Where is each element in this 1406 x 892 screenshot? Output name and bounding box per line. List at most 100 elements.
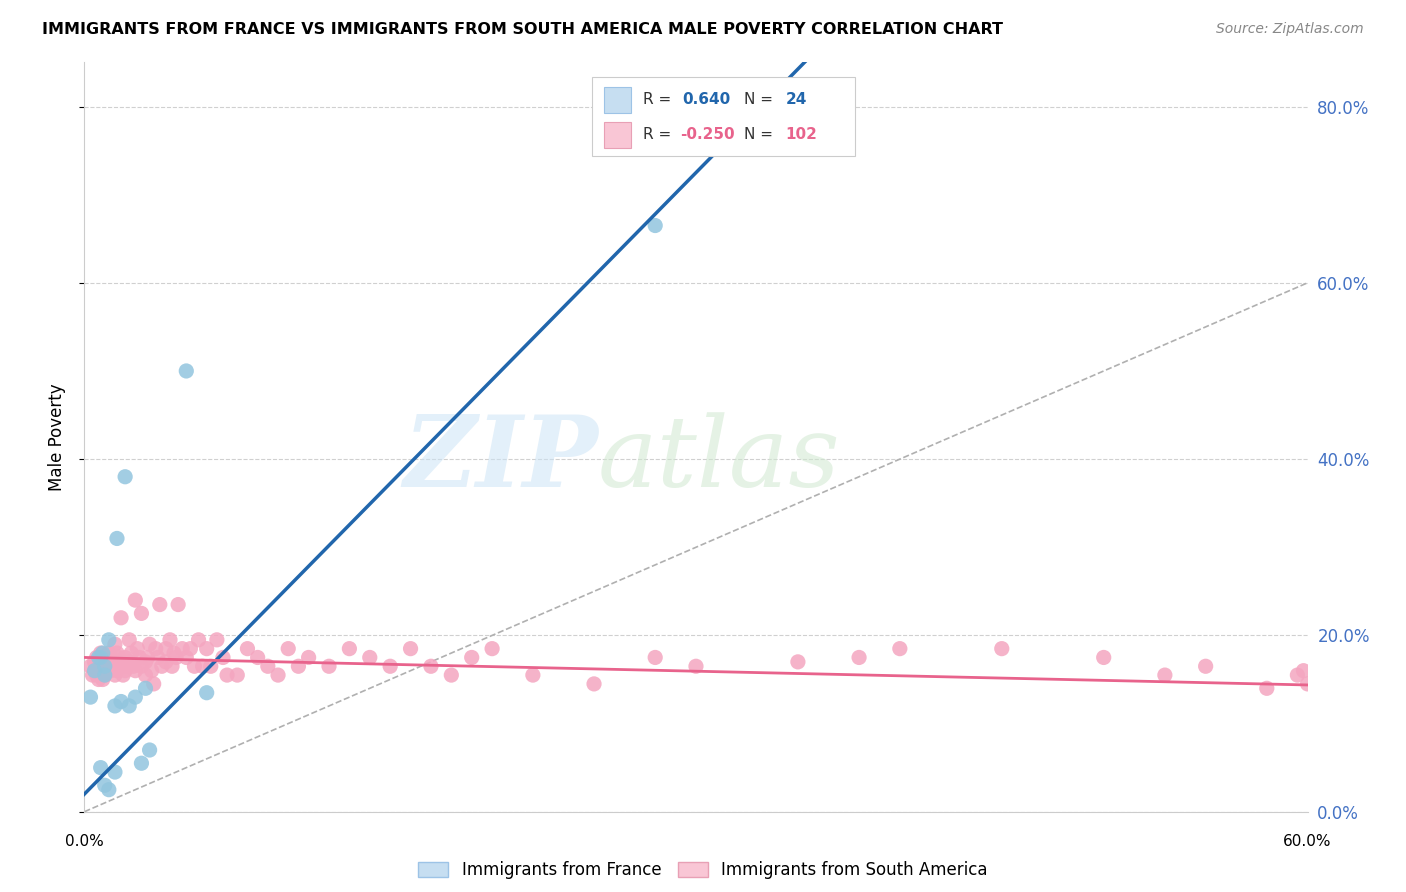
Point [120, 646, 142, 660]
Point [1256, 681, 1278, 696]
Point [172, 641, 194, 656]
Point [131, 756, 153, 771]
Point [82, 668, 104, 682]
Point [787, 655, 810, 669]
Legend: Immigrants from France, Immigrants from South America: Immigrants from France, Immigrants from … [418, 861, 988, 880]
Point [110, 611, 132, 625]
Text: -0.250: -0.250 [681, 127, 735, 142]
Point [128, 650, 150, 665]
Point [105, 646, 128, 660]
Point [155, 641, 177, 656]
Point [150, 659, 173, 673]
Point [79, 659, 101, 673]
Point [174, 364, 197, 378]
Text: N =: N = [744, 92, 778, 107]
Point [124, 593, 146, 607]
Point [991, 641, 1014, 656]
Point [359, 650, 381, 665]
Point [114, 650, 136, 665]
Point [135, 681, 157, 696]
Point [481, 641, 503, 656]
Point [146, 650, 169, 665]
Point [889, 641, 911, 656]
Text: 0.0%: 0.0% [65, 834, 104, 849]
Point [399, 641, 422, 656]
Point [179, 641, 201, 656]
Point [104, 637, 127, 651]
Text: R =: R = [644, 92, 676, 107]
Text: N =: N = [744, 127, 778, 142]
Point [97, 632, 120, 647]
Point [104, 668, 127, 682]
Point [236, 641, 259, 656]
Point [91, 673, 114, 687]
Point [167, 598, 190, 612]
Point [135, 655, 157, 669]
Point [118, 698, 141, 713]
Point [93, 655, 115, 669]
Point [79, 690, 101, 705]
Text: 0.640: 0.640 [682, 92, 731, 107]
Point [195, 641, 218, 656]
Text: ZIP: ZIP [404, 411, 598, 508]
Point [522, 668, 544, 682]
Point [127, 641, 149, 656]
Point [183, 659, 205, 673]
Point [135, 668, 157, 682]
Point [105, 664, 128, 678]
Point [100, 650, 122, 665]
Point [318, 659, 340, 673]
Point [87, 650, 110, 665]
Point [93, 659, 115, 673]
Point [105, 532, 128, 546]
Point [174, 650, 197, 665]
Point [138, 637, 160, 651]
Point [461, 650, 484, 665]
Point [339, 641, 361, 656]
Point [1286, 668, 1309, 682]
Point [110, 694, 132, 708]
Point [93, 668, 115, 682]
Point [83, 664, 105, 678]
Text: 24: 24 [786, 92, 807, 107]
Point [440, 668, 463, 682]
Point [96, 664, 118, 678]
Point [138, 743, 160, 757]
Point [195, 686, 218, 700]
Point [848, 650, 870, 665]
Text: atlas: atlas [598, 412, 841, 508]
Point [420, 659, 443, 673]
Point [159, 632, 181, 647]
Point [163, 646, 186, 660]
Text: 60.0%: 60.0% [1284, 834, 1331, 849]
Point [97, 664, 120, 678]
Point [131, 607, 153, 621]
Point [187, 632, 209, 647]
Point [83, 655, 105, 669]
Point [93, 778, 115, 792]
Point [114, 664, 136, 678]
Point [90, 668, 112, 682]
Point [1154, 668, 1177, 682]
Point [145, 641, 167, 656]
Point [100, 664, 122, 678]
Point [141, 664, 163, 678]
Point [101, 659, 124, 673]
FancyBboxPatch shape [605, 87, 631, 112]
Point [583, 677, 606, 691]
Point [1092, 650, 1115, 665]
Point [87, 659, 110, 673]
Point [136, 650, 159, 665]
Point [118, 632, 141, 647]
Point [83, 664, 105, 678]
Point [1195, 659, 1218, 673]
Point [108, 650, 131, 665]
Text: Source: ZipAtlas.com: Source: ZipAtlas.com [1216, 22, 1364, 37]
Text: 102: 102 [786, 127, 817, 142]
Point [685, 659, 707, 673]
Point [257, 659, 280, 673]
Point [287, 659, 309, 673]
Point [246, 650, 269, 665]
Point [93, 659, 115, 673]
Point [91, 659, 114, 673]
